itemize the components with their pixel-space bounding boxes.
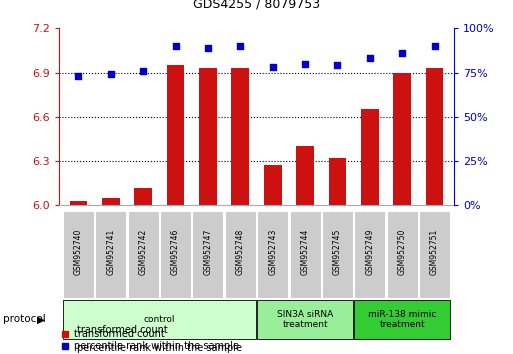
Text: GSM952740: GSM952740 <box>74 229 83 275</box>
FancyBboxPatch shape <box>257 211 288 298</box>
Point <box>204 45 212 51</box>
Text: GSM952747: GSM952747 <box>204 229 212 275</box>
Point <box>107 72 115 77</box>
Text: miR-138 mimic
treatment: miR-138 mimic treatment <box>368 310 437 329</box>
Point <box>430 43 439 49</box>
FancyBboxPatch shape <box>63 211 94 298</box>
Text: GSM952751: GSM952751 <box>430 229 439 275</box>
FancyBboxPatch shape <box>322 211 353 298</box>
Bar <box>231 68 249 205</box>
Text: GSM952744: GSM952744 <box>301 229 309 275</box>
FancyBboxPatch shape <box>160 211 191 298</box>
Text: SIN3A siRNA
treatment: SIN3A siRNA treatment <box>277 310 333 329</box>
Bar <box>393 73 411 205</box>
Point <box>333 63 342 68</box>
FancyBboxPatch shape <box>387 211 418 298</box>
Text: percentile rank within the sample: percentile rank within the sample <box>77 343 242 353</box>
FancyBboxPatch shape <box>289 211 321 298</box>
Text: GSM952743: GSM952743 <box>268 229 277 275</box>
Point <box>398 50 406 56</box>
FancyBboxPatch shape <box>95 211 126 298</box>
FancyBboxPatch shape <box>192 211 224 298</box>
Point <box>301 61 309 67</box>
Bar <box>167 65 185 205</box>
Bar <box>102 198 120 205</box>
Point <box>366 56 374 61</box>
Bar <box>199 68 217 205</box>
Text: control: control <box>144 315 175 324</box>
Point <box>236 43 244 49</box>
Point <box>269 64 277 70</box>
Bar <box>134 188 152 205</box>
FancyBboxPatch shape <box>63 300 256 339</box>
Text: GSM952746: GSM952746 <box>171 229 180 275</box>
Bar <box>426 68 443 205</box>
FancyBboxPatch shape <box>354 300 450 339</box>
Bar <box>296 146 314 205</box>
Text: GSM952749: GSM952749 <box>365 229 374 275</box>
Bar <box>264 166 282 205</box>
Text: ▶: ▶ <box>37 314 46 325</box>
FancyBboxPatch shape <box>128 211 159 298</box>
Text: GSM952750: GSM952750 <box>398 229 407 275</box>
Bar <box>361 109 379 205</box>
FancyBboxPatch shape <box>354 211 385 298</box>
Text: transformed count: transformed count <box>77 325 168 335</box>
Text: percentile rank within the sample: percentile rank within the sample <box>74 341 240 351</box>
Text: transformed count: transformed count <box>74 329 165 339</box>
Point <box>74 73 83 79</box>
Point <box>171 43 180 49</box>
Text: GSM952745: GSM952745 <box>333 229 342 275</box>
Text: protocol: protocol <box>3 314 45 325</box>
Text: GSM952748: GSM952748 <box>236 229 245 275</box>
FancyBboxPatch shape <box>419 211 450 298</box>
Text: GDS4255 / 8079753: GDS4255 / 8079753 <box>193 0 320 11</box>
Text: GSM952741: GSM952741 <box>106 229 115 275</box>
FancyBboxPatch shape <box>257 300 353 339</box>
Bar <box>328 158 346 205</box>
Text: GSM952742: GSM952742 <box>139 229 148 275</box>
FancyBboxPatch shape <box>225 211 256 298</box>
Point <box>139 68 147 74</box>
Bar <box>70 201 87 205</box>
